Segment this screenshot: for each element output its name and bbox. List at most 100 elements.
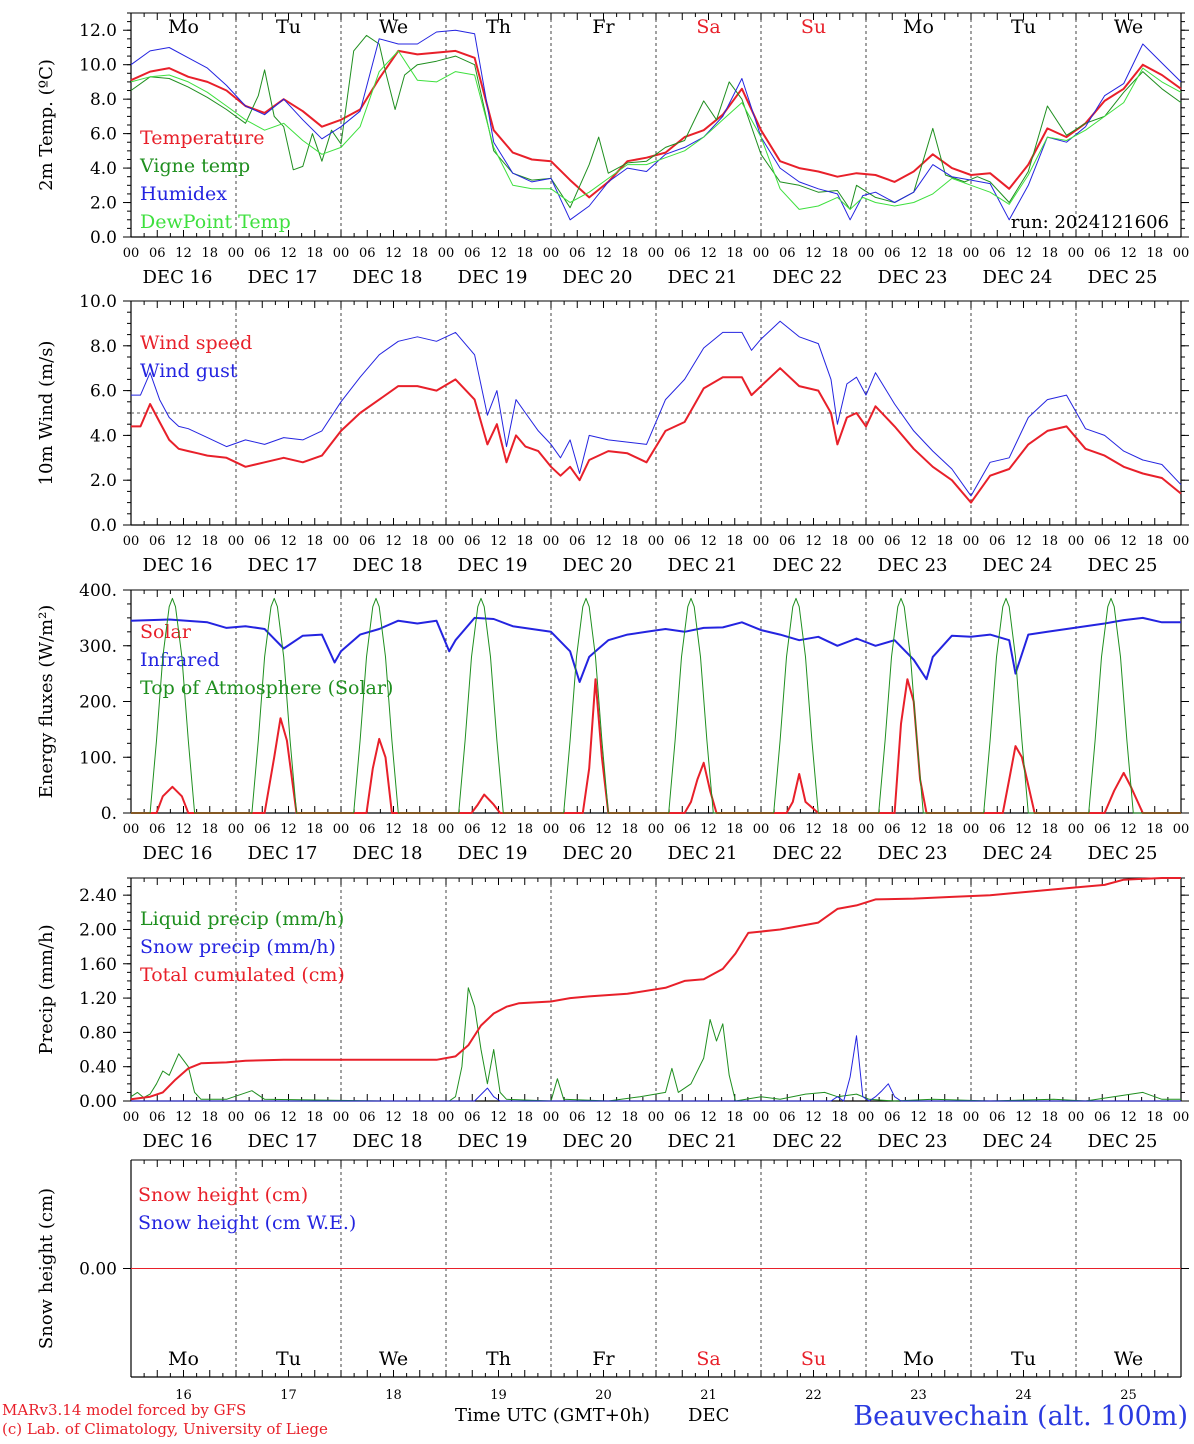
hour-tick-label: 18 — [831, 822, 848, 837]
hour-tick-label: 06 — [884, 246, 901, 261]
hour-tick-label: 00 — [543, 534, 560, 549]
hour-tick-label: 18 — [306, 1110, 323, 1125]
hour-tick-label: 06 — [674, 1110, 691, 1125]
weekday-label: We — [1114, 1348, 1143, 1370]
hour-tick-label: 12 — [595, 822, 612, 837]
date-label: DEC 18 — [353, 1131, 423, 1152]
series-line-total-cumulated-cm- — [130, 877, 1181, 1101]
hour-tick-label: 18 — [516, 822, 533, 837]
hour-tick-label: 00 — [1068, 1110, 1085, 1125]
hour-tick-label: 18 — [306, 822, 323, 837]
y-tick-label: 0.0 — [90, 516, 117, 536]
hour-tick-label: 18 — [411, 1110, 428, 1125]
hour-tick-label: 18 — [201, 246, 218, 261]
hour-tick-label: 06 — [884, 1110, 901, 1125]
weekday-label: Tu — [1011, 16, 1036, 38]
hour-tick-label: 18 — [516, 1110, 533, 1125]
hour-tick-label: 12 — [280, 246, 297, 261]
hour-tick-label: 00 — [228, 534, 245, 549]
hour-tick-label: 00 — [333, 1110, 350, 1125]
hour-tick-label: 18 — [726, 534, 743, 549]
y-tick-label: 6.0 — [90, 125, 117, 145]
hour-tick-label: 00 — [228, 822, 245, 837]
date-label: DEC 17 — [248, 555, 318, 576]
legend-entry: Snow precip (mm/h) — [140, 936, 336, 958]
hour-tick-label: 18 — [516, 534, 533, 549]
series-line-top-of-atmosphere-solar- — [131, 597, 1181, 814]
series-line-snow-precip-mm-h- — [131, 1035, 1181, 1102]
hour-tick-label: 12 — [910, 1110, 927, 1125]
weekday-label: Mo — [903, 16, 934, 38]
hour-tick-label: 12 — [490, 822, 507, 837]
hour-tick-label: 06 — [254, 534, 271, 549]
hour-tick-label: 00 — [1068, 534, 1085, 549]
date-label: DEC 22 — [773, 555, 843, 576]
hour-tick-label: 12 — [1120, 1110, 1137, 1125]
hour-tick-label: 06 — [1094, 534, 1111, 549]
hour-tick-label: 00 — [1068, 822, 1085, 837]
hour-tick-label: 12 — [175, 534, 192, 549]
hour-tick-label: 12 — [700, 246, 717, 261]
y-tick-label: 8.0 — [90, 337, 117, 357]
hour-tick-label: 06 — [149, 246, 166, 261]
hour-tick-label: 12 — [385, 822, 402, 837]
hour-tick-label: 12 — [595, 246, 612, 261]
xaxis-month: DEC — [688, 1405, 730, 1426]
hour-tick-label: 06 — [359, 246, 376, 261]
date-label: DEC 23 — [878, 555, 948, 576]
date-label: DEC 20 — [563, 267, 633, 288]
date-label: DEC 19 — [458, 1131, 528, 1152]
weekday-label: Fr — [592, 1348, 615, 1370]
weekday-label: Su — [801, 1348, 826, 1370]
hour-tick-label: 18 — [1041, 1110, 1058, 1125]
hour-tick-label: 12 — [700, 534, 717, 549]
hour-tick-label: 06 — [569, 822, 586, 837]
y-tick-label: 2.40 — [79, 886, 117, 906]
hour-tick-label: 06 — [779, 822, 796, 837]
hour-tick-label: 00 — [228, 246, 245, 261]
date-label: DEC 24 — [983, 1131, 1053, 1152]
legend-entry: Snow height (cm W.E.) — [138, 1212, 356, 1234]
hour-tick-label: 06 — [254, 246, 271, 261]
hour-tick-label: 12 — [175, 822, 192, 837]
hour-tick-label: 12 — [595, 1110, 612, 1125]
hour-tick-label: 06 — [359, 1110, 376, 1125]
panel-5: 0.00 Snow height (cm) Mo 16 Tu 17 We 18 Th 19 Fr 20… — [36, 1159, 1189, 1403]
y-tick-label: 2.00 — [79, 920, 117, 940]
date-label: DEC 19 — [458, 267, 528, 288]
date-label: DEC 21 — [668, 267, 738, 288]
hour-tick-label: 00 — [963, 822, 980, 837]
date-label: DEC 22 — [773, 1131, 843, 1152]
hour-tick-label: 18 — [1146, 822, 1163, 837]
day-number-label: 17 — [280, 1388, 297, 1403]
hour-tick-label: 06 — [569, 1110, 586, 1125]
hour-tick-label: 18 — [306, 534, 323, 549]
hour-tick-label: 12 — [490, 246, 507, 261]
weekday-label: Tu — [1011, 1348, 1036, 1370]
hour-tick-label: 12 — [490, 534, 507, 549]
hour-tick-label: 06 — [149, 534, 166, 549]
hour-tick-label: 18 — [1041, 822, 1058, 837]
y-tick-label: 100. — [79, 748, 117, 768]
hour-tick-label: 18 — [1041, 534, 1058, 549]
hour-tick-label: 00 — [963, 1110, 980, 1125]
hour-tick-label: 12 — [805, 1110, 822, 1125]
hour-tick-label: 00 — [648, 534, 665, 549]
hour-tick-label: 12 — [1015, 1110, 1032, 1125]
hour-tick-label: 00 — [858, 822, 875, 837]
weekday-label: We — [1114, 16, 1143, 38]
y-axis-title: 10m Wind (m/s) — [36, 341, 57, 486]
hour-tick-label: 06 — [884, 822, 901, 837]
date-label: DEC 22 — [773, 843, 843, 864]
hour-tick-label: 06 — [464, 822, 481, 837]
date-label: DEC 23 — [878, 267, 948, 288]
date-label: DEC 25 — [1088, 843, 1158, 864]
series-line-infrared — [130, 616, 1181, 683]
date-label: DEC 17 — [248, 267, 318, 288]
hour-tick-label: 18 — [516, 246, 533, 261]
hour-tick-label: 12 — [1015, 246, 1032, 261]
y-tick-label: 0.0 — [90, 228, 117, 248]
